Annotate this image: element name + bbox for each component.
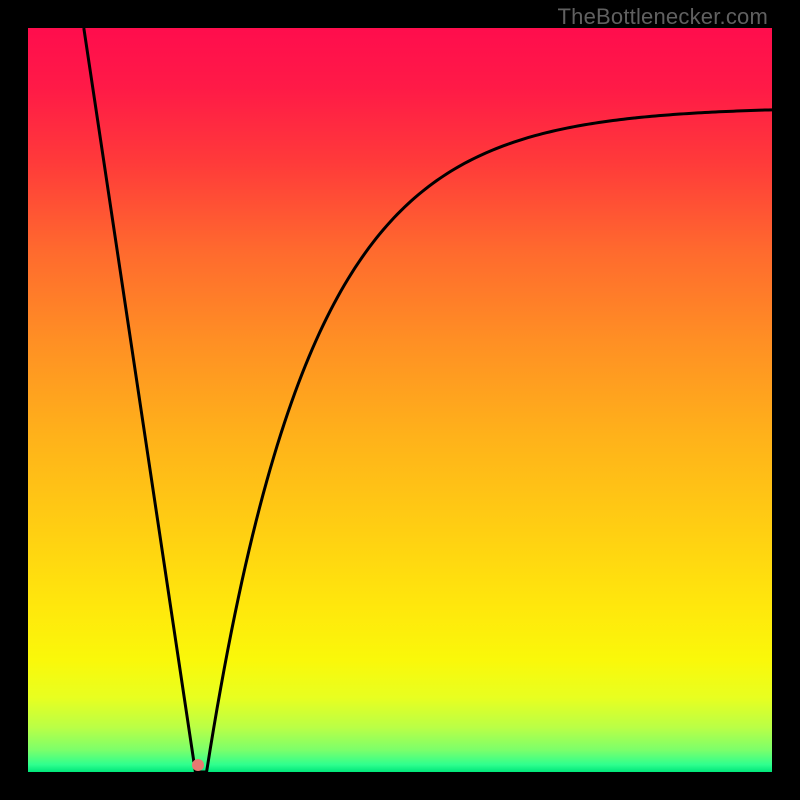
minimum-marker [192,759,204,771]
chart-frame: TheBottlenecker.com [0,0,800,800]
watermark-text: TheBottlenecker.com [558,4,768,30]
curve-line [84,28,772,772]
bottleneck-curve [28,28,772,772]
plot-area [28,28,772,772]
